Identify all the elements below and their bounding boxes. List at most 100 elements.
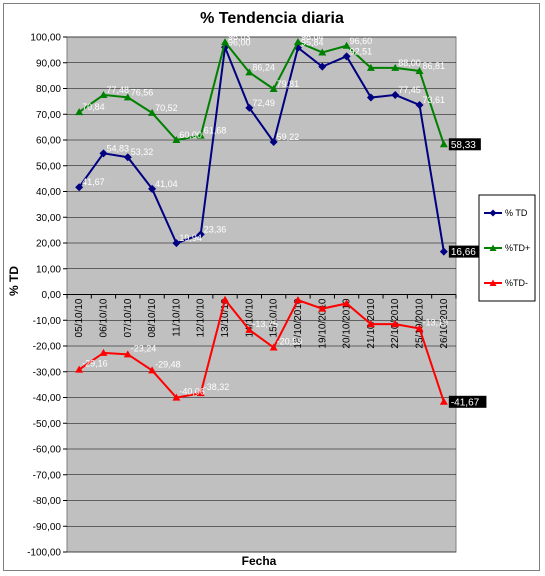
legend-swatch-marker (489, 209, 497, 217)
data-label: 19,94 (179, 233, 202, 243)
y-tick-label: -30,00 (33, 367, 62, 378)
data-point (99, 348, 108, 356)
value-box (448, 138, 481, 151)
y-tick-label: 30,00 (36, 213, 61, 224)
data-label: -23,24 (131, 343, 157, 353)
y-tick-label: -50,00 (33, 419, 62, 430)
y-tick-label: 100,00 (30, 33, 61, 44)
data-label: 79,81 (277, 79, 300, 89)
data-point (318, 62, 327, 71)
data-point (342, 41, 351, 49)
data-label: 72,49 (252, 98, 275, 108)
series-line (78, 39, 445, 145)
x-tick-label: 07/10/10 (123, 298, 134, 337)
y-tick-label: -40,00 (33, 393, 62, 404)
data-point (172, 136, 181, 143)
y-tick-label: -80,00 (33, 496, 62, 507)
data-point (196, 230, 205, 239)
legend-label: %TD+ (505, 243, 530, 253)
data-point (391, 63, 400, 71)
data-point (439, 247, 448, 256)
y-tick-label: -60,00 (33, 445, 62, 456)
y-tick-label: 80,00 (36, 84, 61, 95)
data-label: 96,60 (350, 36, 373, 46)
data-point (366, 63, 375, 71)
data-point (318, 48, 327, 56)
value-box (448, 395, 487, 408)
data-point (269, 84, 278, 92)
data-label: 59,22 (277, 132, 300, 142)
data-label: -38,32 (204, 382, 230, 392)
data-label: 23,36 (204, 224, 227, 234)
data-label: 73,61 (423, 95, 446, 105)
legend-swatch-marker (489, 244, 497, 251)
value-box (448, 245, 481, 258)
data-point (123, 350, 132, 358)
data-point (123, 153, 132, 162)
y-tick-label: -20,00 (33, 342, 62, 353)
data-point (196, 389, 205, 397)
y-tick-label: -70,00 (33, 470, 62, 481)
x-tick-label: 26/10/2010 (439, 298, 450, 348)
data-label: 88,00 (398, 58, 421, 68)
x-tick-label: 13/10/10 (220, 298, 231, 337)
x-axis-title: Fecha (242, 554, 277, 568)
data-label: 95,84 (301, 38, 324, 48)
data-label: 98,04 (301, 32, 324, 42)
x-tick-label: 05/10/10 (74, 298, 85, 337)
data-label: -13,19 (423, 317, 449, 327)
data-point (391, 90, 400, 99)
x-tick-label: 06/10/10 (98, 298, 109, 337)
x-tick-label: 25/10/2010 (415, 298, 426, 348)
legend-label: %TD- (505, 278, 528, 288)
series-line (78, 297, 445, 403)
data-point (221, 295, 230, 303)
y-tick-label: -100,00 (27, 548, 61, 559)
data-point (221, 38, 230, 46)
y-tick-label: 90,00 (36, 58, 61, 69)
series-line (78, 43, 445, 252)
data-point (439, 140, 448, 148)
y-tick-label: 50,00 (36, 161, 61, 172)
series-layer (75, 38, 448, 405)
data-point (75, 108, 84, 116)
chart-title: % Tendencia diaria (200, 10, 344, 27)
y-tick-label: -90,00 (33, 522, 62, 533)
data-point (415, 100, 424, 109)
data-point (269, 138, 278, 147)
data-point (245, 68, 254, 76)
legend-swatch-marker (489, 279, 497, 286)
data-label: -20,59 (277, 337, 303, 347)
data-point (342, 52, 351, 61)
data-label: 41,04 (155, 179, 178, 189)
data-point (391, 320, 400, 328)
grid-lines (67, 36, 456, 553)
y-tick-label: 70,00 (36, 110, 61, 121)
data-point (196, 131, 205, 139)
x-tick-label: 14/10/10 (244, 298, 255, 337)
data-label: 61,68 (204, 126, 227, 136)
y-tick-label: -10,00 (33, 316, 62, 327)
data-point (293, 38, 302, 46)
data-point (123, 93, 132, 101)
x-tick-label: 11/10/10 (171, 298, 182, 337)
y-tick-label: 0,00 (42, 290, 62, 301)
x-tick-label: 08/10/10 (147, 298, 158, 337)
y-axis-title: % TD (7, 266, 21, 296)
data-point (148, 366, 157, 374)
data-point (148, 184, 157, 193)
data-label: 53,32 (131, 147, 154, 157)
data-label: 70,84 (82, 102, 105, 112)
data-label: 77,48 (106, 85, 129, 95)
x-tick-label: 18/10/2010 (293, 298, 304, 348)
data-label: -29,48 (155, 359, 181, 369)
data-point (75, 183, 84, 192)
y-tick-label: 20,00 (36, 239, 61, 250)
data-point (148, 108, 157, 116)
data-point (172, 239, 181, 248)
data-point (366, 320, 375, 328)
data-label: 98,03 (228, 32, 251, 42)
last-value-boxes: 16,66 58,33 -41,67 (448, 138, 487, 408)
data-point (415, 324, 424, 332)
